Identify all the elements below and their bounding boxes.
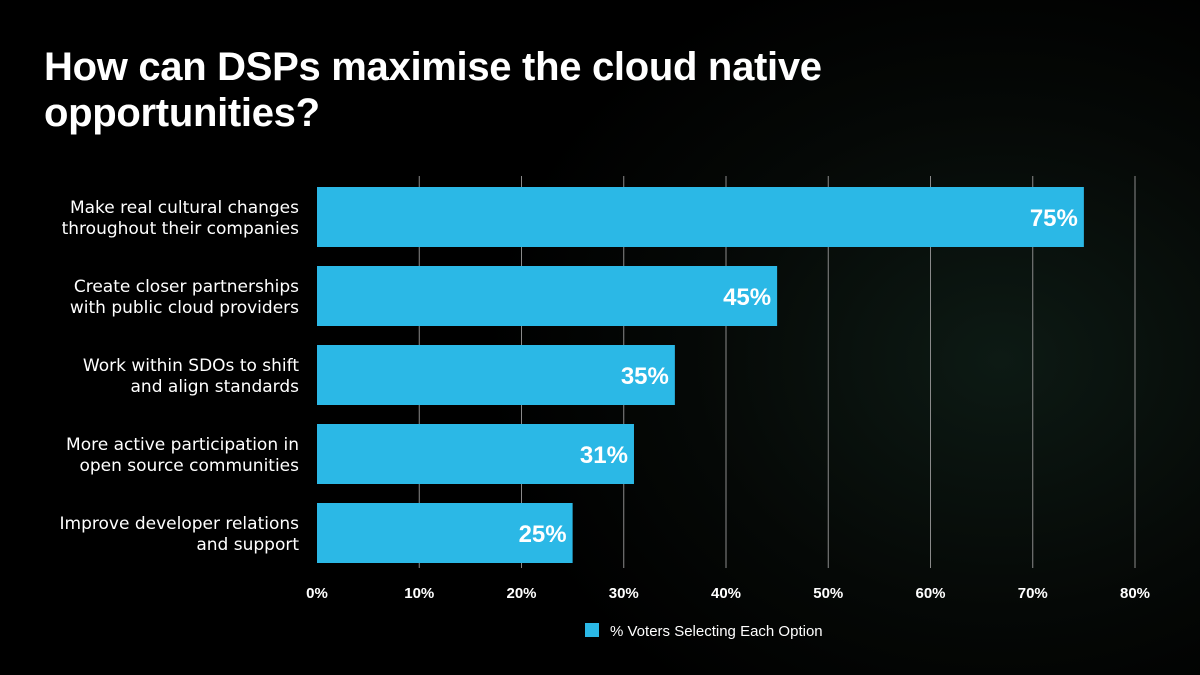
- category-label: Improve developer relations: [60, 514, 300, 534]
- x-tick-label: 70%: [1018, 585, 1048, 602]
- category-label: Create closer partnerships: [74, 277, 299, 297]
- data-label: 25%: [519, 521, 567, 548]
- category-label: More active participation in: [66, 435, 299, 455]
- legend-label: % Voters Selecting Each Option: [610, 623, 823, 640]
- data-label: 45%: [723, 284, 771, 311]
- x-tick-label: 80%: [1120, 585, 1150, 602]
- category-label: Work within SDOs to shift: [83, 356, 299, 376]
- bar: [317, 345, 675, 405]
- page-title: How can DSPs maximise the cloud native o…: [44, 45, 822, 135]
- category-label: and align standards: [131, 377, 300, 397]
- x-tick-label: 50%: [813, 585, 843, 602]
- category-label: with public cloud providers: [70, 298, 299, 318]
- bar: [317, 424, 634, 484]
- x-tick-label: 40%: [711, 585, 741, 602]
- x-tick-label: 10%: [404, 585, 434, 602]
- legend-swatch: [585, 623, 599, 637]
- data-label: 35%: [621, 363, 669, 390]
- bar: [317, 266, 778, 326]
- x-tick-label: 20%: [506, 585, 536, 602]
- data-label: 75%: [1030, 205, 1078, 232]
- category-label: Make real cultural changes: [70, 198, 299, 218]
- bar: [317, 187, 1084, 247]
- category-label: and support: [196, 535, 299, 555]
- category-label: open source communities: [79, 456, 299, 476]
- bar: [317, 503, 573, 563]
- x-tick-label: 0%: [306, 585, 328, 602]
- x-tick-label: 60%: [915, 585, 945, 602]
- x-tick-label: 30%: [609, 585, 639, 602]
- category-label: throughout their companies: [62, 219, 300, 239]
- data-label: 31%: [580, 442, 628, 469]
